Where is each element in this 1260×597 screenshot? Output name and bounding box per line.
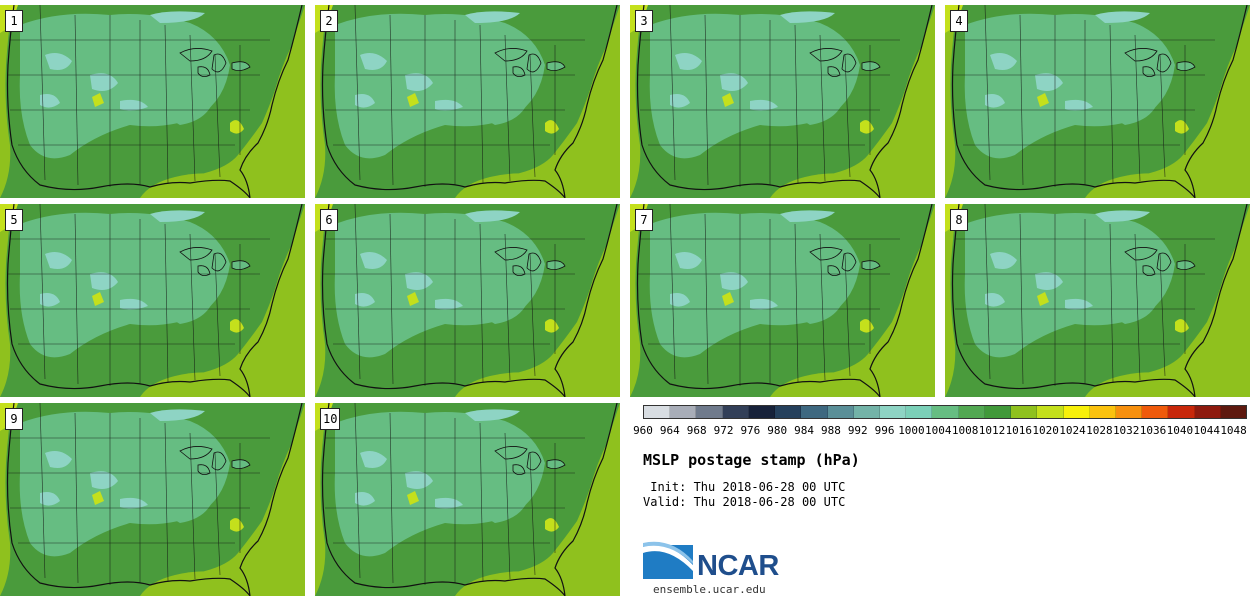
colorbar-segment <box>1011 406 1038 418</box>
postage-stamp-map: 5 <box>0 204 305 397</box>
colorbar-segment <box>775 406 802 418</box>
chart-title: MSLP postage stamp (hPa) <box>643 451 860 469</box>
colorbar-segment <box>1194 406 1221 418</box>
stamp-map-graphic <box>0 5 305 198</box>
colorbar-tick-label: 968 <box>686 424 707 437</box>
colorbar-tick-label: 996 <box>874 424 895 437</box>
colorbar-segment <box>748 406 776 418</box>
colorbar-tick-label: 1004 <box>925 424 952 437</box>
stamp-map-graphic <box>0 403 305 596</box>
postage-stamp-map: 6 <box>315 204 620 397</box>
colorbar-tick-label: 972 <box>713 424 734 437</box>
site-url: ensemble.ucar.edu <box>653 583 766 596</box>
colorbar-tick-label: 1032 <box>1112 424 1140 437</box>
colorbar-tick-label: 960 <box>633 424 653 437</box>
colorbar-segment <box>1115 406 1143 418</box>
postage-stamp-map: 10 <box>315 403 620 596</box>
colorbar-tick-label: 1044 <box>1193 424 1220 437</box>
colorbar-segment <box>906 406 933 418</box>
member-number: 10 <box>320 408 341 430</box>
colorbar-tick-label: 1048 <box>1220 424 1247 437</box>
postage-stamp-map: 2 <box>315 5 620 198</box>
colorbar-tick-label: 1008 <box>951 424 979 437</box>
stamp-map-graphic <box>315 403 620 596</box>
postage-stamp-map: 9 <box>0 403 305 596</box>
colorbar-segment <box>853 406 880 418</box>
stamp-map-graphic <box>945 5 1250 198</box>
colorbar-segment <box>879 406 907 418</box>
colorbar-segment <box>1063 406 1090 418</box>
postage-stamp-map: 8 <box>945 204 1250 397</box>
colorbar-segment <box>1089 406 1116 418</box>
pressure-colorbar <box>643 405 1247 419</box>
colorbar-tick-label: 976 <box>740 424 761 437</box>
member-number: 9 <box>5 408 23 430</box>
postage-stamp-map: 4 <box>945 5 1250 198</box>
colorbar-tick-label: 1024 <box>1059 424 1086 437</box>
colorbar-tick-label: 964 <box>659 424 680 437</box>
member-number: 4 <box>950 10 968 32</box>
colorbar-tick-label: 1012 <box>978 424 1006 437</box>
stamp-map-graphic <box>630 5 935 198</box>
valid-time: Valid: Thu 2018-06-28 00 UTC <box>643 495 846 509</box>
colorbar-segment <box>1168 406 1195 418</box>
stamp-map-graphic <box>630 204 935 397</box>
stamp-map-graphic <box>945 204 1250 397</box>
stamp-map-graphic <box>0 204 305 397</box>
colorbar-segment <box>696 406 723 418</box>
colorbar-segment <box>984 406 1012 418</box>
postage-stamp-map: 7 <box>630 204 935 397</box>
init-time: Init: Thu 2018-06-28 00 UTC <box>643 480 846 494</box>
member-number: 1 <box>5 10 23 32</box>
stamp-map-graphic <box>315 5 620 198</box>
colorbar-tick-label: 1036 <box>1139 424 1167 437</box>
colorbar-tick-label: 1040 <box>1166 424 1194 437</box>
colorbar-tick-label: 1028 <box>1086 424 1113 437</box>
member-number: 8 <box>950 209 968 231</box>
colorbar-tick-label: 1020 <box>1032 424 1059 437</box>
member-number: 6 <box>320 209 338 231</box>
postage-stamp-map: 3 <box>630 5 935 198</box>
member-number: 3 <box>635 10 653 32</box>
colorbar-segment <box>644 406 671 418</box>
colorbar-tick-label: 992 <box>847 424 868 437</box>
member-number: 7 <box>635 209 653 231</box>
colorbar-segment <box>932 406 959 418</box>
colorbar-tick-label: 988 <box>820 424 841 437</box>
postage-stamp-map: 1 <box>0 5 305 198</box>
colorbar-segment <box>1037 406 1064 418</box>
colorbar-tick-label: 1016 <box>1005 424 1033 437</box>
colorbar-segment <box>1142 406 1169 418</box>
colorbar-segment <box>670 406 697 418</box>
colorbar-tick-label: 980 <box>767 424 788 437</box>
colorbar-segment <box>1220 406 1247 418</box>
member-number: 2 <box>320 10 338 32</box>
ncar-logo-icon <box>643 541 693 579</box>
member-number: 5 <box>5 209 23 231</box>
colorbar-tick-label: 984 <box>794 424 814 437</box>
colorbar-tick-label: 1000 <box>898 424 925 437</box>
colorbar-segment <box>801 406 828 418</box>
colorbar-tick-labels: 960 964 968 972 976 980 984 988 992 996 1000 1004 10… <box>632 424 1252 438</box>
colorbar-segment <box>958 406 985 418</box>
ncar-logo-text: NCAR <box>697 550 779 582</box>
colorbar-segment <box>827 406 854 418</box>
colorbar-segment <box>722 406 749 418</box>
stamp-map-graphic <box>315 204 620 397</box>
